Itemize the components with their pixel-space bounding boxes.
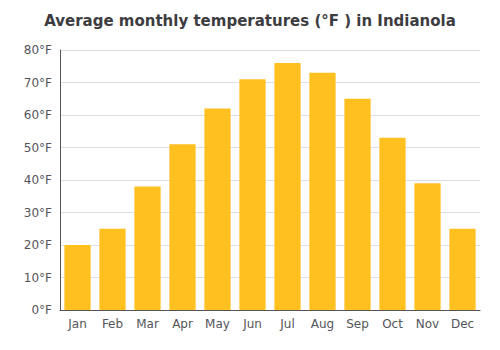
svg-text:60°F: 60°F: [24, 108, 52, 122]
svg-text:50°F: 50°F: [24, 141, 52, 155]
svg-text:Nov: Nov: [416, 317, 439, 331]
svg-text:20°F: 20°F: [24, 238, 52, 252]
svg-text:Feb: Feb: [102, 317, 123, 331]
svg-text:80°F: 80°F: [24, 43, 52, 57]
svg-text:May: May: [205, 317, 230, 331]
svg-text:Sep: Sep: [346, 317, 369, 331]
svg-text:Jul: Jul: [279, 317, 294, 331]
svg-text:Dec: Dec: [451, 317, 474, 331]
svg-text:Aug: Aug: [311, 317, 334, 331]
svg-text:0°F: 0°F: [31, 303, 52, 317]
svg-text:Apr: Apr: [172, 317, 193, 331]
svg-text:Jan: Jan: [67, 317, 87, 331]
svg-text:30°F: 30°F: [24, 206, 52, 220]
svg-text:Mar: Mar: [136, 317, 159, 331]
svg-text:Average monthly temperatures (: Average monthly temperatures (°F ) in In…: [44, 12, 456, 30]
svg-text:10°F: 10°F: [24, 271, 52, 285]
svg-text:70°F: 70°F: [24, 76, 52, 90]
svg-text:Jun: Jun: [242, 317, 262, 331]
svg-text:Oct: Oct: [382, 317, 403, 331]
svg-text:40°F: 40°F: [24, 173, 52, 187]
